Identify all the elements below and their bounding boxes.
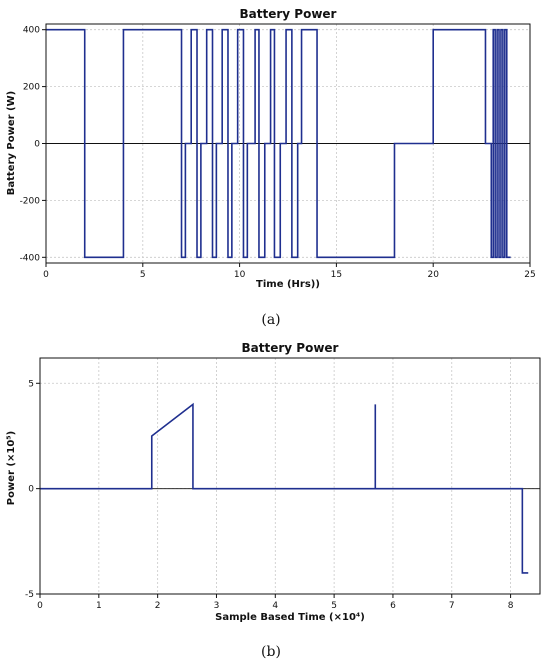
chart-b-title: Battery Power: [242, 341, 339, 355]
b-x-tick-label: 1: [96, 601, 102, 611]
b-y-tick-label: -5: [25, 590, 34, 600]
a-y-tick-label: 200: [23, 83, 40, 93]
a-y-tick-label: 400: [23, 26, 40, 36]
chart-a-panel-label: (a): [261, 312, 280, 328]
chart-b-y-axis-label: Power (×10⁵): [6, 431, 17, 505]
b-x-tick-label: 7: [449, 601, 455, 611]
chart-a: Battery Power 0 5 10 15 20 25-400-2000200400 …: [6, 7, 536, 328]
chart-a-series-line: [46, 28, 511, 259]
chart-b-series-line: [40, 402, 529, 574]
a-y-tick-label: 0: [34, 140, 40, 150]
chart-b-panel-label: (b): [261, 644, 281, 660]
b-x-tick-label: 6: [390, 601, 396, 611]
chart-a-title: Battery Power: [240, 7, 337, 21]
b-x-tick-label: 5: [331, 601, 337, 611]
a-x-tick-label: 10: [234, 270, 246, 280]
a-x-tick-label: 5: [140, 270, 146, 280]
b-x-tick-label: 2: [155, 601, 161, 611]
a-y-tick-label: -400: [20, 253, 41, 263]
chart-a-x-axis-label: Time (Hrs)): [256, 279, 320, 290]
chart-b-grid: [39, 358, 540, 595]
b-x-tick-label: 4: [272, 601, 278, 611]
chart-a-y-axis-label: Battery Power (W): [6, 91, 17, 195]
a-x-tick-label: 15: [331, 270, 342, 280]
b-x-tick-label: 3: [214, 601, 220, 611]
b-y-tick-label: 5: [28, 379, 34, 389]
chart-b: Battery Power 0 1 2 3 4 5 6 7 8-505 Sample Based…: [6, 341, 541, 660]
chart-a-ticks: 0 5 10 15 20 25 -400 -200 0 200 400: [20, 26, 536, 280]
a-x-tick-label: 0: [43, 270, 49, 280]
b-y-tick-label: 0: [28, 485, 34, 495]
b-x-tick-label: 8: [508, 601, 514, 611]
a-x-tick-label: 25: [524, 270, 535, 280]
chart-b-plot-frame: [39, 357, 541, 595]
chart-b-ticks: 0 1 2 3 4 5 6 7 8-505: [25, 379, 514, 611]
chart-b-x-axis-label: Sample Based Time (×10⁴): [215, 612, 365, 623]
a-x-tick-label: 20: [427, 270, 439, 280]
b-x-tick-label: 0: [37, 601, 43, 611]
a-y-tick-label: -200: [20, 196, 41, 206]
